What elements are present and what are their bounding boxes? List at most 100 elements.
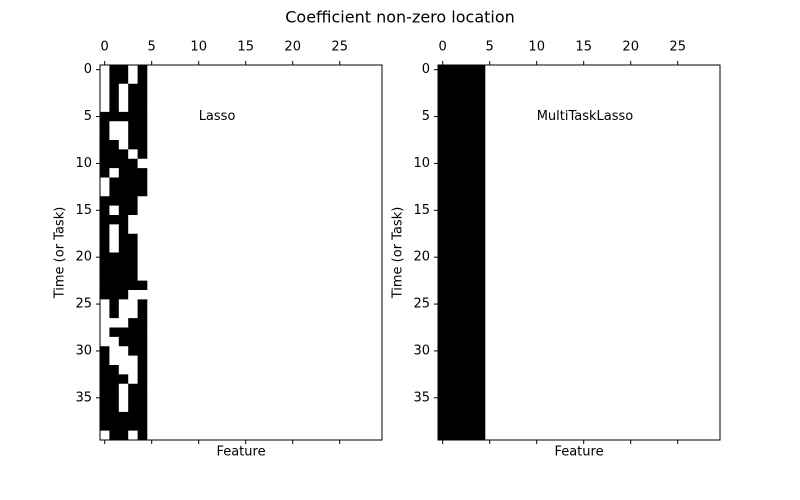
cell — [475, 102, 486, 113]
cell — [109, 168, 120, 178]
cell — [109, 430, 120, 441]
cell — [438, 346, 448, 356]
cell — [100, 402, 110, 413]
cell — [466, 383, 476, 394]
cell — [100, 224, 110, 235]
cell — [475, 196, 486, 206]
cell — [447, 421, 458, 431]
cell — [109, 261, 120, 272]
cell — [447, 383, 458, 394]
cell — [466, 102, 476, 113]
cell — [456, 149, 467, 160]
cell — [128, 158, 138, 169]
cell — [128, 421, 138, 431]
cell — [475, 290, 486, 300]
cell — [137, 102, 148, 113]
cell — [128, 102, 138, 113]
y-tick-label: 20 — [75, 250, 92, 265]
annotation: MultiTaskLasso — [537, 109, 634, 124]
cell — [475, 402, 486, 413]
cell — [438, 74, 448, 85]
cell — [118, 411, 129, 422]
cell — [438, 121, 448, 131]
cell — [118, 158, 129, 169]
cell — [475, 421, 486, 431]
cell — [456, 346, 467, 356]
cell — [100, 383, 110, 394]
cell — [118, 196, 129, 206]
cell — [438, 233, 448, 244]
cell — [456, 196, 467, 206]
cell — [438, 215, 448, 225]
cell — [456, 271, 467, 281]
cell — [438, 430, 448, 441]
x-tick-label: 20 — [622, 40, 639, 55]
cell — [475, 205, 486, 216]
cell — [118, 365, 129, 375]
cell — [128, 318, 138, 328]
cell — [475, 233, 486, 244]
cell — [466, 233, 476, 244]
cell — [137, 83, 148, 94]
cell — [118, 224, 129, 235]
cell — [137, 224, 148, 235]
cell — [466, 430, 476, 441]
cell — [118, 290, 129, 300]
cell — [475, 243, 486, 253]
cell — [456, 365, 467, 375]
cell — [128, 411, 138, 422]
cell — [456, 252, 467, 263]
cell — [118, 74, 129, 85]
cell — [438, 111, 448, 122]
cell — [137, 374, 148, 385]
cell — [447, 121, 458, 131]
cell — [456, 411, 467, 422]
cell — [466, 402, 476, 413]
cell — [118, 299, 129, 310]
cell — [466, 299, 476, 310]
y-tick-label: 5 — [422, 109, 430, 124]
cell — [118, 140, 129, 150]
cell — [447, 130, 458, 141]
cell — [447, 65, 458, 75]
cell — [128, 140, 138, 150]
cell — [475, 318, 486, 328]
cell — [438, 252, 448, 263]
cell — [137, 205, 148, 216]
cell — [128, 93, 138, 103]
cell — [447, 233, 458, 244]
cell — [456, 318, 467, 328]
cell — [447, 393, 458, 403]
cell — [109, 355, 120, 366]
cell — [100, 271, 110, 281]
cell — [118, 149, 129, 160]
cell — [100, 205, 110, 216]
y-axis-label: Time (or Task) — [391, 207, 406, 300]
cell — [466, 336, 476, 347]
cell — [447, 140, 458, 150]
cell — [438, 383, 448, 394]
cell — [118, 308, 129, 319]
cell — [456, 402, 467, 413]
cell — [438, 393, 448, 403]
cell — [137, 327, 148, 338]
cell — [100, 140, 110, 150]
cell — [447, 158, 458, 169]
cell — [118, 111, 129, 122]
cell — [137, 130, 148, 141]
cell — [466, 65, 476, 75]
cell — [447, 186, 458, 197]
cell — [475, 168, 486, 178]
cell — [475, 252, 486, 263]
cell — [438, 149, 448, 160]
cell — [100, 74, 110, 85]
cell — [118, 318, 129, 328]
cell — [128, 74, 138, 85]
cell — [137, 421, 148, 431]
cell — [466, 121, 476, 131]
cell — [100, 336, 110, 347]
cell — [466, 308, 476, 319]
cell — [109, 327, 120, 338]
cell — [109, 196, 120, 206]
cell — [109, 224, 120, 235]
